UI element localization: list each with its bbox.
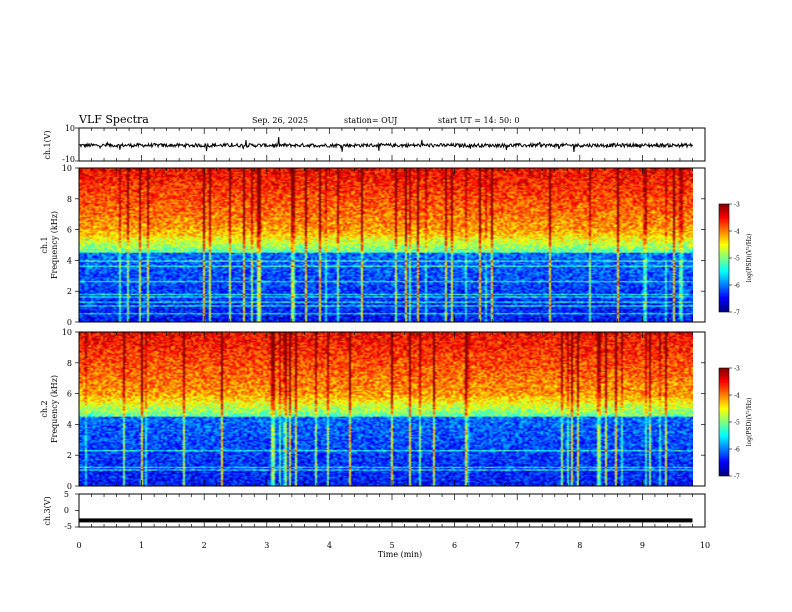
colorbar-tick-label: -5: [734, 420, 740, 427]
colorbar-tick-label: -3: [734, 366, 740, 373]
freq-tick-label: 6: [67, 226, 72, 235]
freq-tick-label: 8: [67, 359, 72, 368]
colorbar-tick-label: -5: [734, 256, 740, 263]
freq-tick-label: 4: [67, 420, 72, 429]
freq-tick-label: 4: [67, 256, 72, 265]
station-label: station= OUJ: [344, 116, 397, 125]
freq-tick-label: 2: [67, 451, 72, 460]
colorbar-tick-label: -4: [734, 229, 740, 236]
ch1-spec-channel-label: ch.1: [40, 236, 49, 253]
ch2-spectrogram-panel: 0 2 4 6 8 10 ch.2 Frequency (kHz): [40, 328, 706, 491]
freq-tick-label: 10: [62, 328, 72, 337]
ch1-trace: [79, 136, 693, 152]
freq-tick-label: 6: [67, 390, 72, 399]
ch3-ytick-bottom: -5: [64, 522, 72, 531]
x-axis-label: Time (min): [378, 550, 422, 559]
colorbar-tick-label: -6: [734, 283, 740, 290]
colorbar-tick-label: -6: [734, 447, 740, 454]
freq-tick-label: 8: [67, 195, 72, 204]
start-time-label: start UT = 14: 50: 0: [438, 116, 519, 125]
x-tick-label: 1: [139, 541, 144, 550]
x-tick-labels: 0 1 2 3 4 5 6 7 8 9 10: [76, 541, 710, 550]
colorbar-tick-label: -4: [734, 393, 740, 400]
ch2-spec-ylabel: Frequency (kHz): [50, 375, 59, 443]
ch3-panel: 5 0 -5 ch.3(V): [43, 490, 706, 531]
freq-tick-label: 0: [67, 482, 72, 491]
figure-title: VLF Spectra: [78, 113, 149, 126]
ch3-ylabel: ch.3(V): [43, 496, 52, 525]
ch1-spec-ylabel: Frequency (kHz): [50, 211, 59, 279]
ch1-ytick-top: 10: [65, 124, 75, 133]
x-tick-label: 3: [264, 541, 269, 550]
freq-tick-label: 2: [67, 287, 72, 296]
ch2-spectrogram-image: [79, 332, 693, 486]
x-tick-label: 0: [76, 541, 81, 550]
ch3-ytick-top: 5: [64, 490, 69, 499]
ch1-ylabel: ch.1(V): [43, 130, 52, 159]
x-tick-label: 4: [327, 541, 332, 550]
x-tick-label: 2: [202, 541, 207, 550]
x-tick-label: 6: [452, 541, 457, 550]
ch2-colorbar-label: log(PSD)(V²/Hz): [746, 398, 753, 447]
freq-tick-label: 10: [62, 164, 72, 173]
freq-tick-label: 0: [67, 318, 72, 327]
ch1-ytick-bottom: -10: [62, 155, 75, 164]
x-tick-label: 9: [640, 541, 645, 550]
x-tick-label: 10: [700, 541, 710, 550]
date-label: Sep. 26, 2025: [252, 116, 308, 125]
x-tick-label: 8: [577, 541, 582, 550]
ch3-trace: [79, 518, 693, 523]
colorbar-tick-label: -7: [734, 310, 740, 317]
ch1-colorbar-label: log(PSD)(V²/Hz): [746, 234, 753, 283]
ch2-colorbar: -3 -4 -5 -6 -7 log(PSD)(V²/Hz): [718, 366, 753, 481]
ch2-spec-channel-label: ch.2: [40, 400, 49, 417]
ch1-spectrogram-panel: 0 2 4 6 8 10 ch.1 Frequency (kHz): [40, 164, 706, 327]
colorbar-tick-label: -7: [734, 474, 740, 481]
ch1-spectrogram-image: [79, 168, 693, 322]
ch1-panel: 10 -10 ch.1(V): [43, 124, 706, 164]
ch1-colorbar: -3 -4 -5 -6 -7 log(PSD)(V²/Hz): [718, 202, 753, 317]
x-tick-label: 7: [515, 541, 520, 550]
colorbar-tick-label: -3: [734, 202, 740, 209]
ch3-ytick-mid: 0: [64, 506, 69, 515]
x-tick-label: 5: [389, 541, 394, 550]
